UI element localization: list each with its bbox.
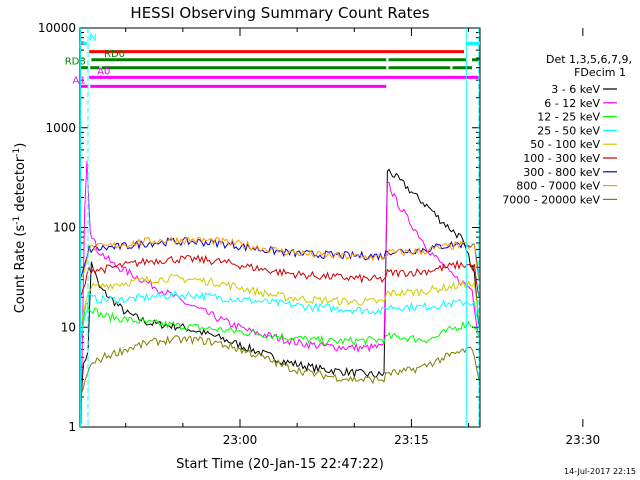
y-axis-label-end: ): [13, 143, 28, 148]
legend-label: 800 - 7000 keV: [516, 180, 600, 193]
x-axis-label: Start Time (20-Jan-15 22:47:22): [176, 457, 384, 472]
legend-label: 3 - 6 keV: [551, 83, 600, 96]
y-axis-label-sup1: -1: [12, 216, 22, 225]
y-axis-label-main: Count Rate (s: [13, 225, 28, 314]
flag-label-A0: A0: [97, 66, 110, 77]
x-tick-label: 23:30: [566, 433, 601, 447]
y-tick-label: 10000: [38, 21, 76, 35]
series-line-5: [80, 254, 480, 298]
y-axis: 1 10 100 1000 10000: [38, 21, 480, 434]
series-line-4: [80, 273, 480, 326]
series-line-7: [80, 236, 480, 280]
vertical-markers: [80, 28, 480, 427]
legend-label: 12 - 25 keV: [537, 111, 600, 124]
flag-label-N: N: [89, 32, 96, 43]
legend-label: 6 - 12 keV: [544, 97, 600, 110]
y-tick-label: 10: [61, 320, 76, 334]
y-tick-label: 100: [53, 221, 76, 235]
y-axis-label-sup2: -1: [12, 148, 22, 157]
series-line-3: [80, 289, 480, 339]
flag-label-RD8: RD8: [65, 57, 86, 68]
footer-date: 14-Jul-2017 22:15: [564, 467, 636, 476]
legend-label: 7000 - 20000 keV: [502, 193, 600, 206]
legend-header-line1: Det 1,3,5,6,7,9,: [546, 53, 632, 66]
legend-label: 300 - 800 keV: [523, 166, 600, 179]
legend-label: 25 - 50 keV: [537, 124, 600, 137]
flag-label-A1: A1: [73, 75, 86, 86]
flag-label-RD0: RD0: [104, 49, 125, 60]
y-axis-label: Count Rate (s-1 detector-1): [12, 143, 28, 314]
series-line-8: [80, 335, 480, 394]
y-tick-label: 1000: [45, 121, 76, 135]
flag-label-F: F: [79, 41, 85, 52]
series-line-0: [80, 168, 480, 402]
flag-bars: NF RD0 RD8 A0 A1: [65, 32, 480, 88]
y-tick-label: 1: [68, 420, 76, 434]
legend-label: 50 - 100 keV: [530, 138, 600, 151]
series-lines: [80, 161, 480, 424]
y-axis-label-mid: detector: [13, 156, 28, 216]
x-tick-label: 23:00: [223, 433, 258, 447]
x-tick-label: 23:15: [394, 433, 429, 447]
series-line-2: [80, 302, 480, 346]
legend-header-line2: FDecim 1: [574, 66, 626, 79]
chart-title: HESSI Observing Summary Count Rates: [130, 4, 429, 22]
legend-label: 100 - 300 keV: [523, 152, 600, 165]
